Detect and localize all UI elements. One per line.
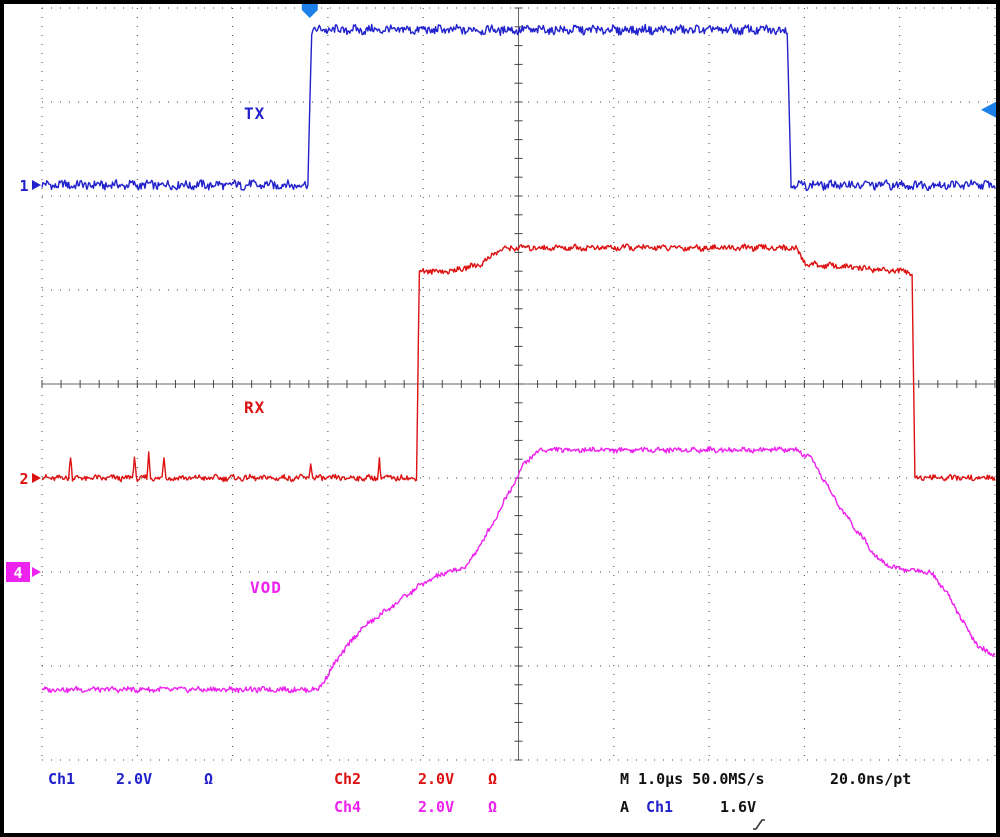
ch4-readout-name: Ch4 xyxy=(334,798,362,816)
trace-label-tx: TX xyxy=(244,104,266,123)
sample-rate-readout: 20.0ns/pt xyxy=(830,770,912,788)
trigger-level-readout: 1.6V xyxy=(720,798,757,816)
ch1-marker-label: 1 xyxy=(19,177,28,195)
scope-display: 1 2 4 xyxy=(6,4,996,761)
ch2-readout-scale: 2.0V xyxy=(418,770,455,788)
trace-label-vod: VOD xyxy=(250,578,282,597)
ch1-coupling-ohm: Ω xyxy=(204,770,214,788)
graticule xyxy=(41,7,996,761)
ch1-marker-arrow-icon xyxy=(32,180,41,191)
channel-markers: 1 2 4 xyxy=(6,4,996,582)
ch4-marker-label: 4 xyxy=(13,564,22,582)
trace-tx xyxy=(41,23,996,192)
readout-bar: Ch1 2.0V Ω Ch2 2.0V Ω M 1.0µs 50.0MS/s 2… xyxy=(4,764,996,833)
trigger-source-readout: Ch1 xyxy=(646,798,674,816)
ch2-marker-arrow-icon xyxy=(32,473,41,483)
trigger-position-marker-icon xyxy=(301,4,318,18)
trace-label-rx: RX xyxy=(244,398,266,417)
trigger-level-arrow-icon xyxy=(981,101,996,118)
trace-vod xyxy=(41,445,996,694)
ch4-coupling-ohm: Ω xyxy=(488,798,498,816)
ch1-readout-name: Ch1 xyxy=(48,770,76,788)
waveform-traces xyxy=(41,23,996,694)
ch2-coupling-ohm: Ω xyxy=(488,770,498,788)
trigger-mode-prefix: A xyxy=(620,798,630,816)
timebase-readout: M 1.0µs 50.0MS/s xyxy=(620,770,765,788)
ch4-marker-arrow-icon xyxy=(32,567,41,577)
ch4-readout-scale: 2.0V xyxy=(418,798,455,816)
ch2-marker-label: 2 xyxy=(19,470,28,488)
ch1-readout-scale: 2.0V xyxy=(116,770,153,788)
trace-rx xyxy=(41,243,996,483)
rising-slope-icon xyxy=(698,799,767,833)
ch2-readout-name: Ch2 xyxy=(334,770,362,788)
ch4-marker-box xyxy=(6,562,30,582)
